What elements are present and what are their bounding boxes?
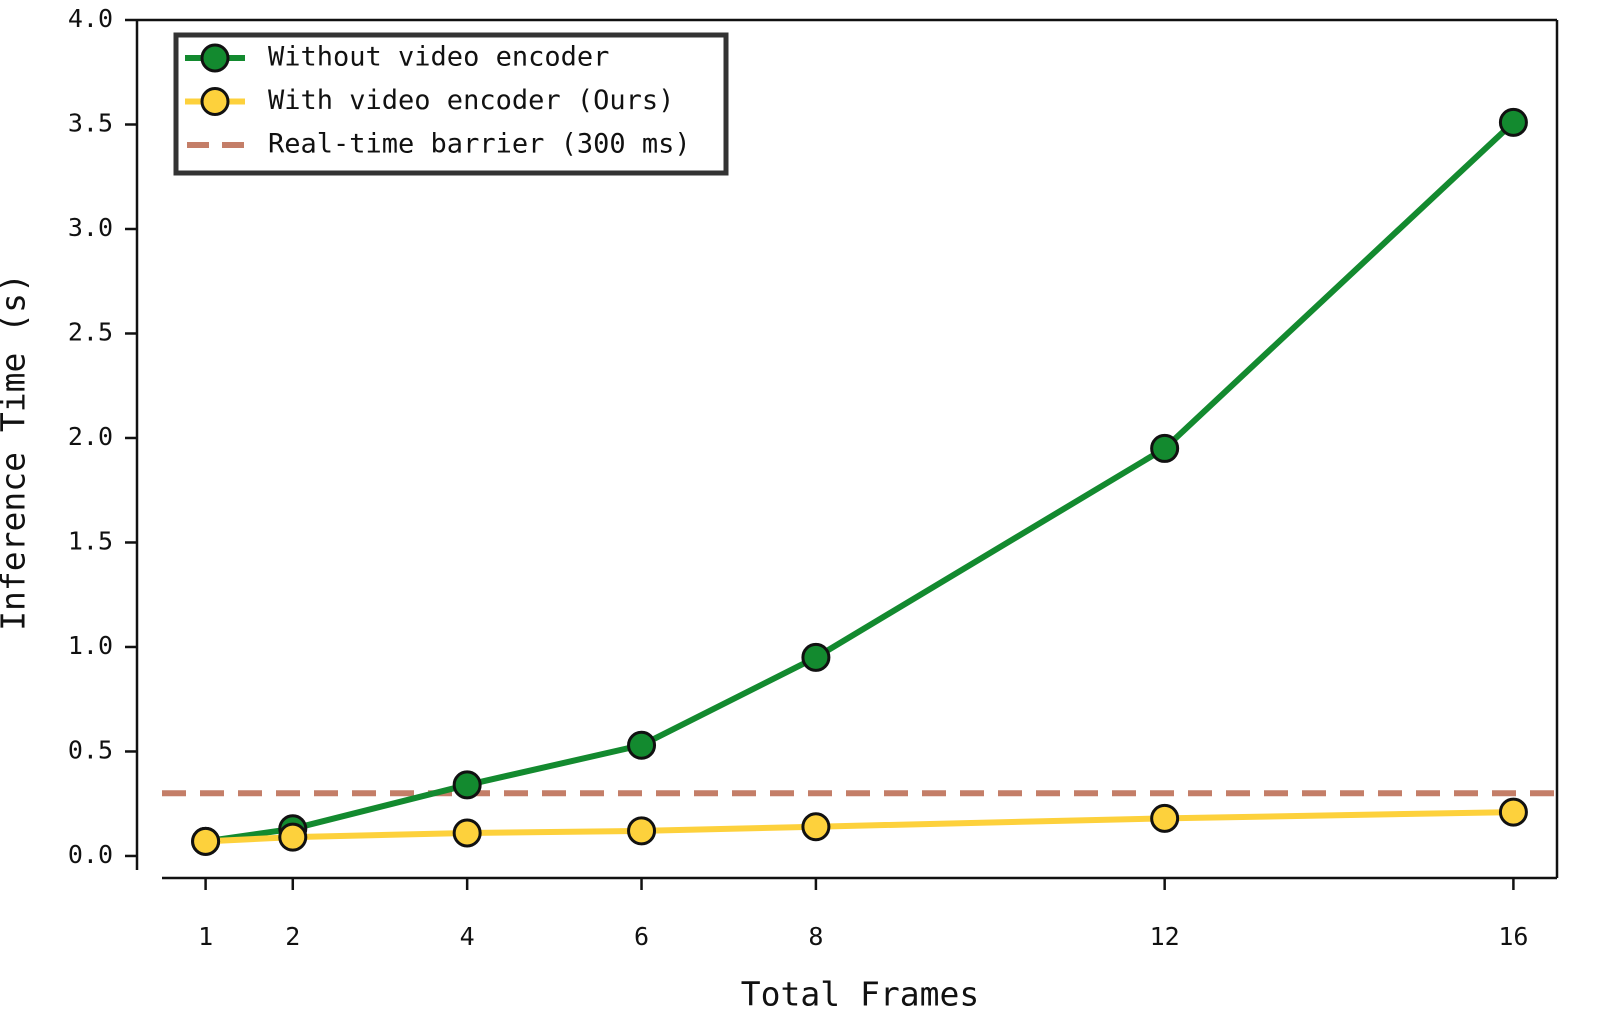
x-tick-label: 6 [634,922,649,951]
y-tick-label: 1.0 [68,631,113,660]
y-tick-label: 3.5 [68,108,113,137]
x-axis-label: Total Frames [741,975,979,1014]
data-point [1150,433,1180,463]
legend-marker [200,43,230,73]
legend: Without video encoder With video encoder … [173,32,729,176]
legend-label: With video encoder (Ours) [268,85,674,116]
legend-label: Real-time barrier (300 ms) [268,129,691,160]
y-tick-label: 3.0 [68,213,113,242]
x-tick-label: 1 [198,922,213,951]
legend-marker [200,87,230,116]
data-point [191,826,221,856]
y-tick-label: 2.5 [68,317,113,346]
y-tick-label: 2.0 [68,422,113,451]
legend-box [173,32,729,176]
data-point [452,818,482,848]
x-tick-label: 16 [1498,922,1528,951]
data-point [1498,107,1528,137]
data-point [452,770,482,800]
data-point [801,812,831,842]
axes-frame [135,18,1559,880]
x-tick-label: 8 [808,922,823,951]
data-point [627,730,657,760]
x-tick-label: 2 [285,922,300,951]
data-point [801,642,831,672]
y-tick-label: 4.0 [68,4,113,33]
x-tick-label: 4 [460,922,475,951]
legend-label: Without video encoder [268,42,609,73]
data-point [627,816,657,846]
y-tick-label: 1.5 [68,526,113,555]
x-tick-label: 12 [1150,922,1180,951]
data-point [1498,797,1528,827]
data-point [1150,803,1180,833]
y-axis-label: Inference Time (s) [0,273,33,631]
series-line [205,120,1516,845]
y-tick-label: 0.0 [68,840,113,869]
y-tick-label: 0.5 [68,735,113,764]
series-line [205,809,1514,845]
data-point [278,822,308,852]
